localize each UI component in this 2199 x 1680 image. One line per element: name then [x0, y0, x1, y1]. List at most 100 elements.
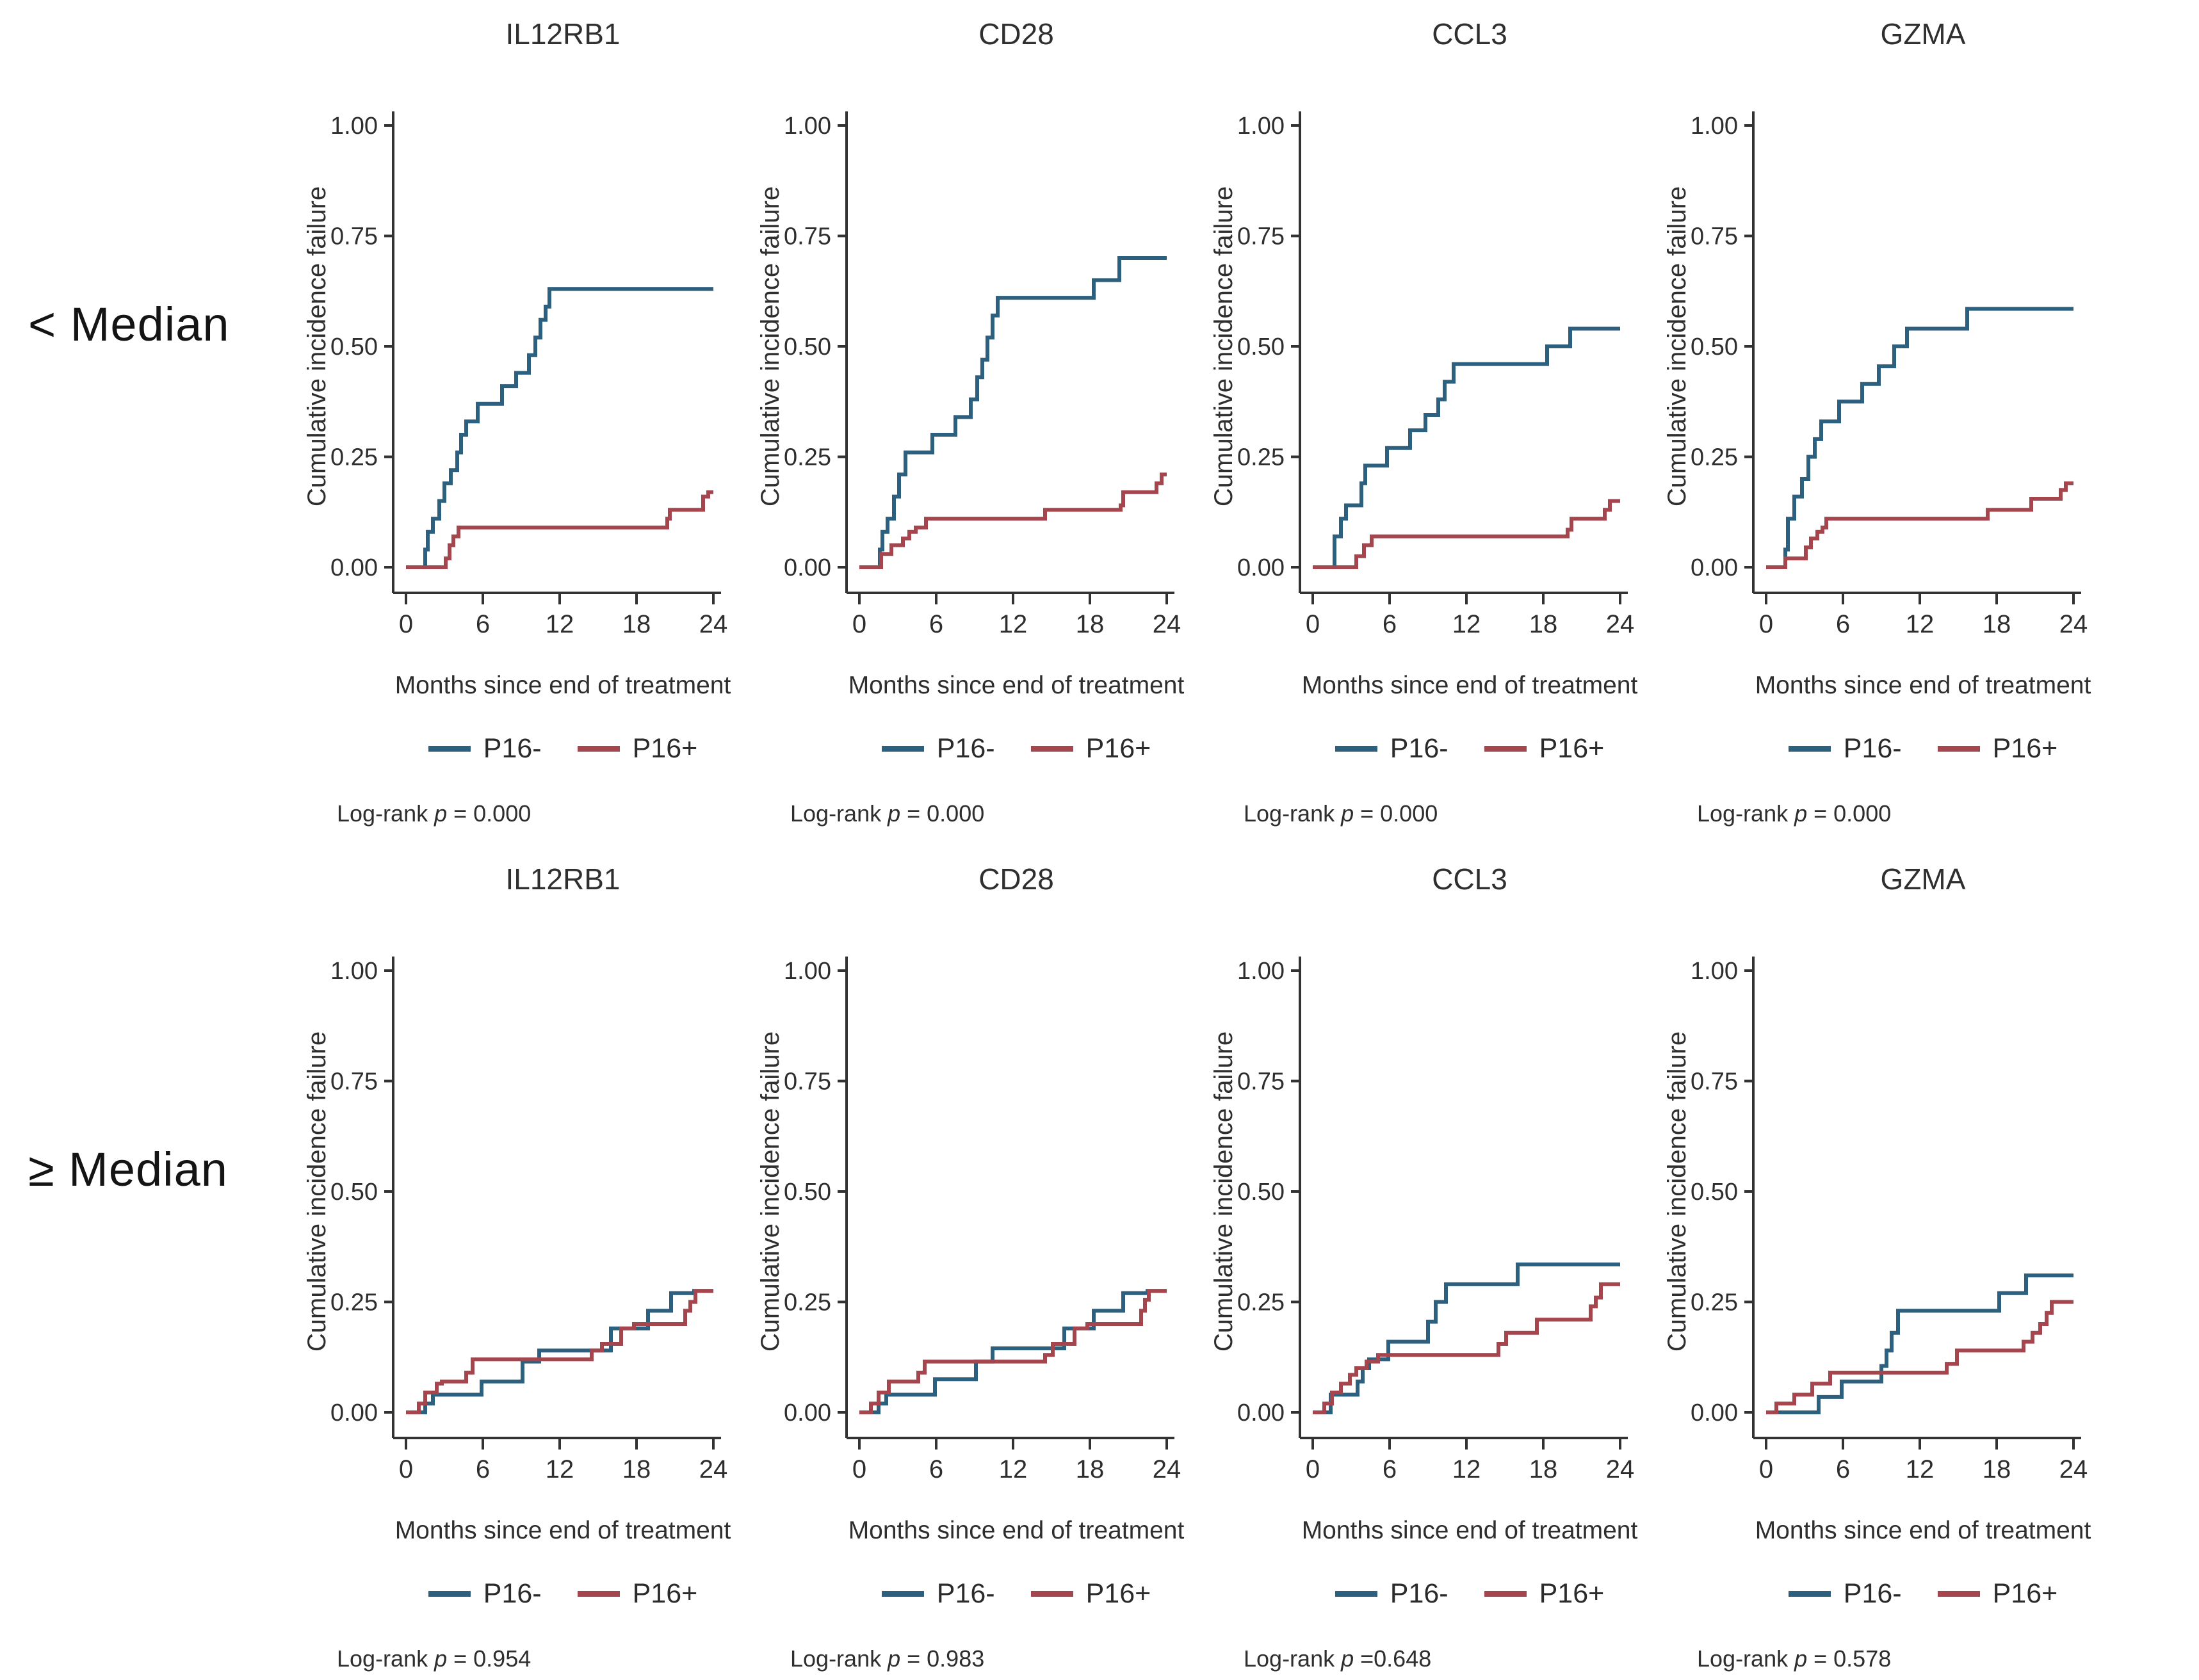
y-axis-label: Cumulative incidence failure: [756, 1031, 784, 1352]
legend: P16- P16+: [1204, 1578, 1639, 1610]
p16-neg-curve: [1313, 327, 1620, 569]
x-tick-label: 0: [1759, 1455, 1773, 1483]
y-tick-label: 0.25: [784, 1289, 831, 1316]
p16-pos-legend-swatch: [1937, 746, 1980, 752]
x-tick-label: 0: [399, 1455, 413, 1483]
y-tick-label: 0.00: [1691, 1400, 1738, 1426]
legend-item-p16-neg: P16-: [1788, 1578, 1902, 1610]
p16-neg-legend-swatch: [1335, 1591, 1377, 1597]
x-axis-label: Months since end of treatment: [1755, 672, 2091, 699]
x-tick-label: 6: [476, 610, 490, 638]
row-label-col-0: < Median: [9, 17, 297, 351]
figure-row-lt-median: < Median IL12RB1 Cumulative incidence fai…: [9, 17, 2199, 827]
legend-item-p16-neg: P16-: [1788, 733, 1902, 764]
x-tick-label: 18: [622, 610, 651, 638]
y-tick-label: 0.75: [784, 223, 831, 250]
p16-neg-legend-swatch: [1788, 746, 1831, 752]
legend-item-p16-pos: P16+: [1937, 1578, 2058, 1610]
panel-il12rb1-row1: IL12RB1 Cumulative incidence failure 0.00 0…: [297, 862, 739, 1672]
p16-pos-curve: [1766, 1300, 2073, 1414]
y-tick-label: 0.25: [1691, 1289, 1738, 1316]
panel-plot: Cumulative incidence failure 0.00 0.25 0.50…: [303, 957, 727, 1483]
p16-neg-curve: [1766, 1273, 2073, 1414]
y-tick-label: 0.25: [1237, 1289, 1285, 1316]
p16-pos-curve: [1766, 481, 2073, 569]
panel-plot: Cumulative incidence failure 0.00 0.25 0.50…: [303, 111, 727, 638]
y-ticks: 0.00 0.25 0.50 0.75 1.00: [1691, 958, 1753, 1426]
x-tick-label: 12: [999, 1455, 1028, 1483]
logrank-text: Log-rank p = 0.578: [1657, 1645, 2099, 1672]
p16-pos-legend-swatch: [577, 1591, 620, 1597]
legend-item-p16-pos: P16+: [1030, 733, 1151, 764]
x-tick-label: 0: [1306, 610, 1320, 638]
y-tick-label: 0.25: [1237, 444, 1285, 471]
y-tick-label: 0.50: [1237, 1179, 1285, 1206]
p16-pos-legend-label: P16+: [632, 733, 698, 764]
x-tick-label: 18: [1076, 1455, 1105, 1483]
p16-pos-legend-label: P16+: [1992, 1578, 2058, 1609]
x-tick-label: 0: [399, 610, 413, 638]
row-label-col-1: ≥ Median: [9, 862, 297, 1197]
legend-item-p16-neg: P16-: [1335, 1578, 1448, 1610]
p16-pos-legend-label: P16+: [1539, 1578, 1605, 1609]
legend: P16- P16+: [751, 1578, 1186, 1610]
y-tick-label: 0.50: [1237, 334, 1285, 360]
x-tick-label: 18: [1983, 1455, 2011, 1483]
logrank-text: Log-rank p = 0.000: [1204, 800, 1646, 827]
panel-cd28-row0: CD28 Cumulative incidence failure 0.00 0.25…: [751, 17, 1192, 827]
p-value: = 0.000: [900, 800, 985, 827]
legend: P16- P16+: [1204, 733, 1639, 764]
y-tick-label: 1.00: [784, 958, 831, 985]
panel-title: GZMA: [1880, 862, 1966, 896]
y-axis-label: Cumulative incidence failure: [1663, 1031, 1691, 1352]
p16-neg-curve: [1766, 307, 2073, 569]
p-symbol: p: [1794, 800, 1808, 827]
panel-title: IL12RB1: [505, 17, 621, 51]
y-tick-label: 0.75: [330, 223, 378, 250]
p16-pos-curve: [1313, 499, 1620, 569]
y-tick-label: 0.25: [330, 1289, 378, 1316]
p16-neg-legend-label: P16-: [1843, 733, 1902, 764]
x-tick-label: 6: [1383, 610, 1397, 638]
legend-item-p16-pos: P16+: [1937, 733, 2057, 764]
p16-neg-legend-swatch: [881, 746, 924, 752]
logrank-prefix: Log-rank: [337, 1645, 435, 1672]
figure-row-ge-median: ≥ Median IL12RB1 Cumulative incidence fai…: [9, 862, 2199, 1672]
y-tick-label: 0.75: [330, 1069, 378, 1095]
p16-pos-legend-swatch: [1937, 1591, 1980, 1597]
p16-neg-legend-label: P16-: [483, 733, 542, 764]
p16-neg-curve: [859, 256, 1167, 569]
logrank-text: Log-rank p = 0.000: [1657, 800, 2099, 827]
panel-plot: Cumulative incidence failure 0.00 0.25 0.50…: [1210, 111, 1634, 638]
p-value: = 0.954: [447, 1645, 531, 1672]
logrank-prefix: Log-rank: [1697, 1645, 1795, 1672]
logrank-prefix: Log-rank: [790, 1645, 888, 1672]
y-axis-label: Cumulative incidence failure: [1663, 186, 1691, 506]
p-value: =0.648: [1354, 1645, 1432, 1672]
p-value: = 0.000: [1807, 800, 1892, 827]
p16-pos-curve: [859, 472, 1167, 569]
p16-neg-legend-label: P16-: [1390, 1578, 1448, 1609]
y-tick-label: 0.00: [1691, 554, 1738, 581]
p16-pos-legend-label: P16+: [632, 1578, 698, 1609]
y-tick-label: 1.00: [1237, 958, 1285, 985]
panel-title: CD28: [978, 862, 1054, 896]
panels-row-0: IL12RB1 Cumulative incidence failure 0.00 0…: [297, 17, 2099, 827]
logrank-text: Log-rank p = 0.000: [297, 800, 739, 827]
panels-row-1: IL12RB1 Cumulative incidence failure 0.00 0…: [297, 862, 2099, 1672]
p16-neg-legend-swatch: [881, 1591, 924, 1597]
p16-neg-curve: [406, 1289, 713, 1414]
logrank-prefix: Log-rank: [1697, 800, 1795, 827]
p16-pos-legend-swatch: [1030, 746, 1073, 752]
p16-neg-legend-label: P16-: [1390, 733, 1448, 764]
panel-plot: Cumulative incidence failure 0.00 0.25 0.50…: [756, 111, 1181, 638]
y-tick-label: 0.50: [330, 1179, 378, 1206]
x-tick-label: 12: [1452, 610, 1481, 638]
x-tick-label: 6: [929, 610, 943, 638]
p-symbol: p: [434, 1645, 448, 1672]
y-tick-label: 0.50: [1691, 1179, 1738, 1206]
p-symbol: p: [888, 800, 901, 827]
logrank-text: Log-rank p = 0.983: [751, 1645, 1192, 1672]
x-tick-label: 0: [1306, 1455, 1320, 1483]
